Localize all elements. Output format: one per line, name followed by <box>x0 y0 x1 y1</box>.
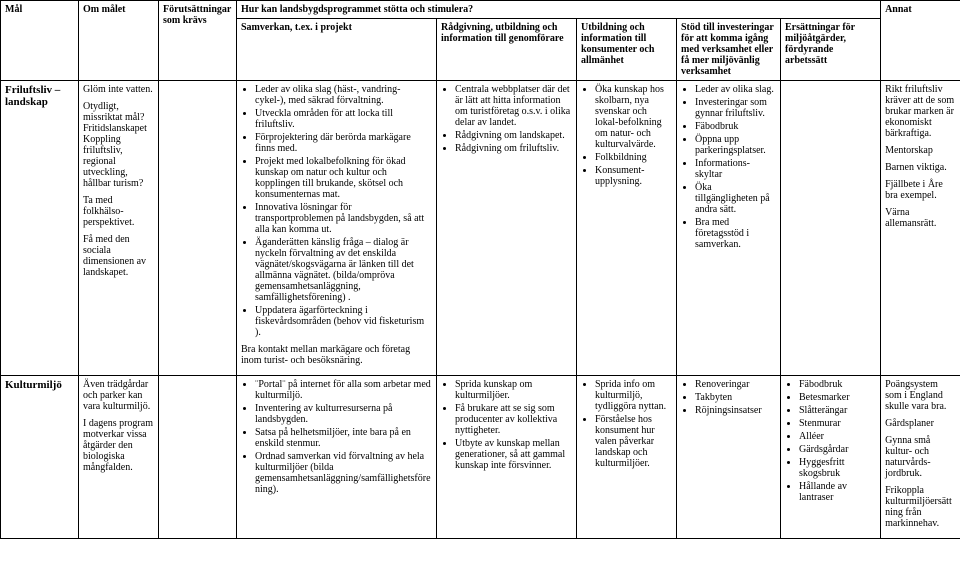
cell-stod: Renoveringar Takbyten Röjningsinsatser <box>677 376 781 539</box>
bullet-item: Öppna upp parkeringsplatser. <box>695 134 776 156</box>
bullet-list: ¨Portal¨ på internet för alla som arbeta… <box>241 379 432 495</box>
bullet-item: Investeringar som gynnar friluftsliv. <box>695 97 776 119</box>
bullet-item: Slåtterängar <box>799 405 876 416</box>
table-head: Mål Om målet Förutsättningar som krävs H… <box>1 1 960 81</box>
cell-om-malet: Även trädgårdar och parker kan vara kult… <box>79 376 159 539</box>
bullet-list: Centrala webbplatser där det är lätt att… <box>441 84 572 154</box>
cell-forutsattningar <box>159 376 237 539</box>
paragraph: Poängsystem som i England skulle vara br… <box>885 379 956 412</box>
bullet-item: Röjningsinsatser <box>695 405 776 416</box>
bullet-item: Folkbildning <box>595 152 672 163</box>
bullet-item: Öka kunskap hos skolbarn, nya svenskar o… <box>595 84 672 150</box>
bullet-item: Takbyten <box>695 392 776 403</box>
bullet-list: Öka kunskap hos skolbarn, nya svenskar o… <box>581 84 672 187</box>
row-label: Friluftsliv – landskap <box>1 81 79 376</box>
table-body: Friluftsliv – landskap Glöm inte vatten. O… <box>1 81 960 539</box>
bullet-item: Betesmarker <box>799 392 876 403</box>
col-samverkan: Samverkan, t.ex. i projekt <box>237 19 437 81</box>
cell-samverkan: ¨Portal¨ på internet för alla som arbeta… <box>237 376 437 539</box>
bullet-item: Informations-skyltar <box>695 158 776 180</box>
bullet-item: Satsa på helhetsmiljöer, inte bara på en… <box>255 427 432 449</box>
bullet-item: Hyggesfritt skogsbruk <box>799 457 876 479</box>
paragraph: Mentorskap <box>885 145 956 156</box>
paragraph: Även trädgårdar och parker kan vara kult… <box>83 379 154 412</box>
bullet-item: Renoveringar <box>695 379 776 390</box>
tail-paragraph: Bra kontakt mellan markägare och företag… <box>241 344 432 366</box>
bullet-item: Fäbodbruk <box>799 379 876 390</box>
bullet-item: Bra med företagsstöd i samverkan. <box>695 217 776 250</box>
cell-radgivning: Centrala webbplatser där det är lätt att… <box>437 81 577 376</box>
paragraph: Frikoppla kulturmiljöersättning från mar… <box>885 485 956 529</box>
col-ersattningar: Ersättningar för miljöåtgärder, fördyran… <box>781 19 881 81</box>
cell-om-malet: Glöm inte vatten. Otydligt, missriktat må… <box>79 81 159 376</box>
bullet-item: Rådgivning om landskapet. <box>455 130 572 141</box>
bullet-item: Hållande av lantraser <box>799 481 876 503</box>
cell-ersattningar: Fäbodbruk Betesmarker Slåtterängar Stenmura… <box>781 376 881 539</box>
bullet-item: Leder av olika slag (häst-, vandring- cy… <box>255 84 432 106</box>
bullet-item: Alléer <box>799 431 876 442</box>
cell-annat: Poängsystem som i England skulle vara br… <box>881 376 960 539</box>
col-radgivning: Rådgivning, utbildning och information t… <box>437 19 577 81</box>
paragraph: Ta med folkhälso-perspektivet. <box>83 195 154 228</box>
bullet-item: Sprida info om kulturmiljö, tydliggöra n… <box>595 379 672 412</box>
bullet-list: Leder av olika slag. Investeringar som gy… <box>681 84 776 250</box>
cell-forutsattningar <box>159 81 237 376</box>
main-table: Mål Om målet Förutsättningar som krävs H… <box>0 0 960 539</box>
cell-utbildning: Sprida info om kulturmiljö, tydliggöra n… <box>577 376 677 539</box>
bullet-item: Utbyte av kunskap mellan generationer, s… <box>455 438 572 471</box>
bullet-item: Öka tillgängligheten på andra sätt. <box>695 182 776 215</box>
cell-stod: Leder av olika slag. Investeringar som gy… <box>677 81 781 376</box>
paragraph: Rikt friluftsliv kräver att de som bruka… <box>885 84 956 139</box>
paragraph: Otydligt, missriktat mål? Fritidslanskap… <box>83 101 154 189</box>
paragraph: Värna allemansrätt. <box>885 207 956 229</box>
cell-utbildning: Öka kunskap hos skolbarn, nya svenskar o… <box>577 81 677 376</box>
bullet-item: Förprojektering där berörda markägare fi… <box>255 132 432 154</box>
col-om-malet: Om målet <box>79 1 159 81</box>
paragraph: I dagens program motverkar vissa åtgärde… <box>83 418 154 473</box>
bullet-item: Centrala webbplatser där det är lätt att… <box>455 84 572 128</box>
bullet-item: Innovativa lösningar för transportproble… <box>255 202 432 235</box>
bullet-item: Sprida kunskap om kulturmiljöer. <box>455 379 572 401</box>
paragraph: Fjällbete i Åre bra exempel. <box>885 179 956 201</box>
bullet-list: Leder av olika slag (häst-, vandring- cy… <box>241 84 432 338</box>
bullet-item: Projekt med lokalbefolkning för ökad kun… <box>255 156 432 200</box>
paragraph: Gårdsplaner <box>885 418 956 429</box>
col-group-landsbygd: Hur kan landsbygdsprogrammet stötta och … <box>237 1 881 19</box>
bullet-item: Inventering av kulturresurserna på lands… <box>255 403 432 425</box>
bullet-item: Ordnad samverkan vid förvaltning av hela… <box>255 451 432 495</box>
table-row: Friluftsliv – landskap Glöm inte vatten. O… <box>1 81 960 376</box>
bullet-item: Konsument-upplysning. <box>595 165 672 187</box>
bullet-item: Utveckla områden för att locka till fril… <box>255 108 432 130</box>
paragraph: Få med den sociala dimensionen av landsk… <box>83 234 154 278</box>
col-annat: Annat <box>881 1 960 81</box>
paragraph: Gynna små kultur- och naturvårds-jordbru… <box>885 435 956 479</box>
col-forutsattningar: Förutsättningar som krävs <box>159 1 237 81</box>
bullet-item: Stenmurar <box>799 418 876 429</box>
bullet-item: Äganderätten känslig fråga – dialog är n… <box>255 237 432 303</box>
bullet-item: Förståelse hos konsument hur valen påver… <box>595 414 672 469</box>
cell-annat: Rikt friluftsliv kräver att de som bruka… <box>881 81 960 376</box>
bullet-item: Rådgivning om friluftsliv. <box>455 143 572 154</box>
col-stod: Stöd till investeringar för att komma ig… <box>677 19 781 81</box>
cell-ersattningar <box>781 81 881 376</box>
bullet-list: Renoveringar Takbyten Röjningsinsatser <box>681 379 776 416</box>
bullet-list: Sprida kunskap om kulturmiljöer.Få bruka… <box>441 379 572 471</box>
bullet-list: Sprida info om kulturmiljö, tydliggöra n… <box>581 379 672 469</box>
paragraph: Barnen viktiga. <box>885 162 956 173</box>
row-label: Kulturmiljö <box>1 376 79 539</box>
bullet-list: Fäbodbruk Betesmarker Slåtterängar Stenmura… <box>785 379 876 503</box>
col-utbildning: Utbildning och information till konsumen… <box>577 19 677 81</box>
paragraph: Glöm inte vatten. <box>83 84 154 95</box>
bullet-item: Fäbodbruk <box>695 121 776 132</box>
bullet-item: Uppdatera ägarförteckning i fiskevårdsom… <box>255 305 432 338</box>
table-row: KulturmiljöÄven trädgårdar och parker ka… <box>1 376 960 539</box>
bullet-item: ¨Portal¨ på internet för alla som arbeta… <box>255 379 432 401</box>
bullet-item: Gärdsgårdar <box>799 444 876 455</box>
col-mal: Mål <box>1 1 79 81</box>
bullet-item: Leder av olika slag. <box>695 84 776 95</box>
bullet-item: Få brukare att se sig som producenter av… <box>455 403 572 436</box>
cell-samverkan: Leder av olika slag (häst-, vandring- cy… <box>237 81 437 376</box>
cell-radgivning: Sprida kunskap om kulturmiljöer.Få bruka… <box>437 376 577 539</box>
